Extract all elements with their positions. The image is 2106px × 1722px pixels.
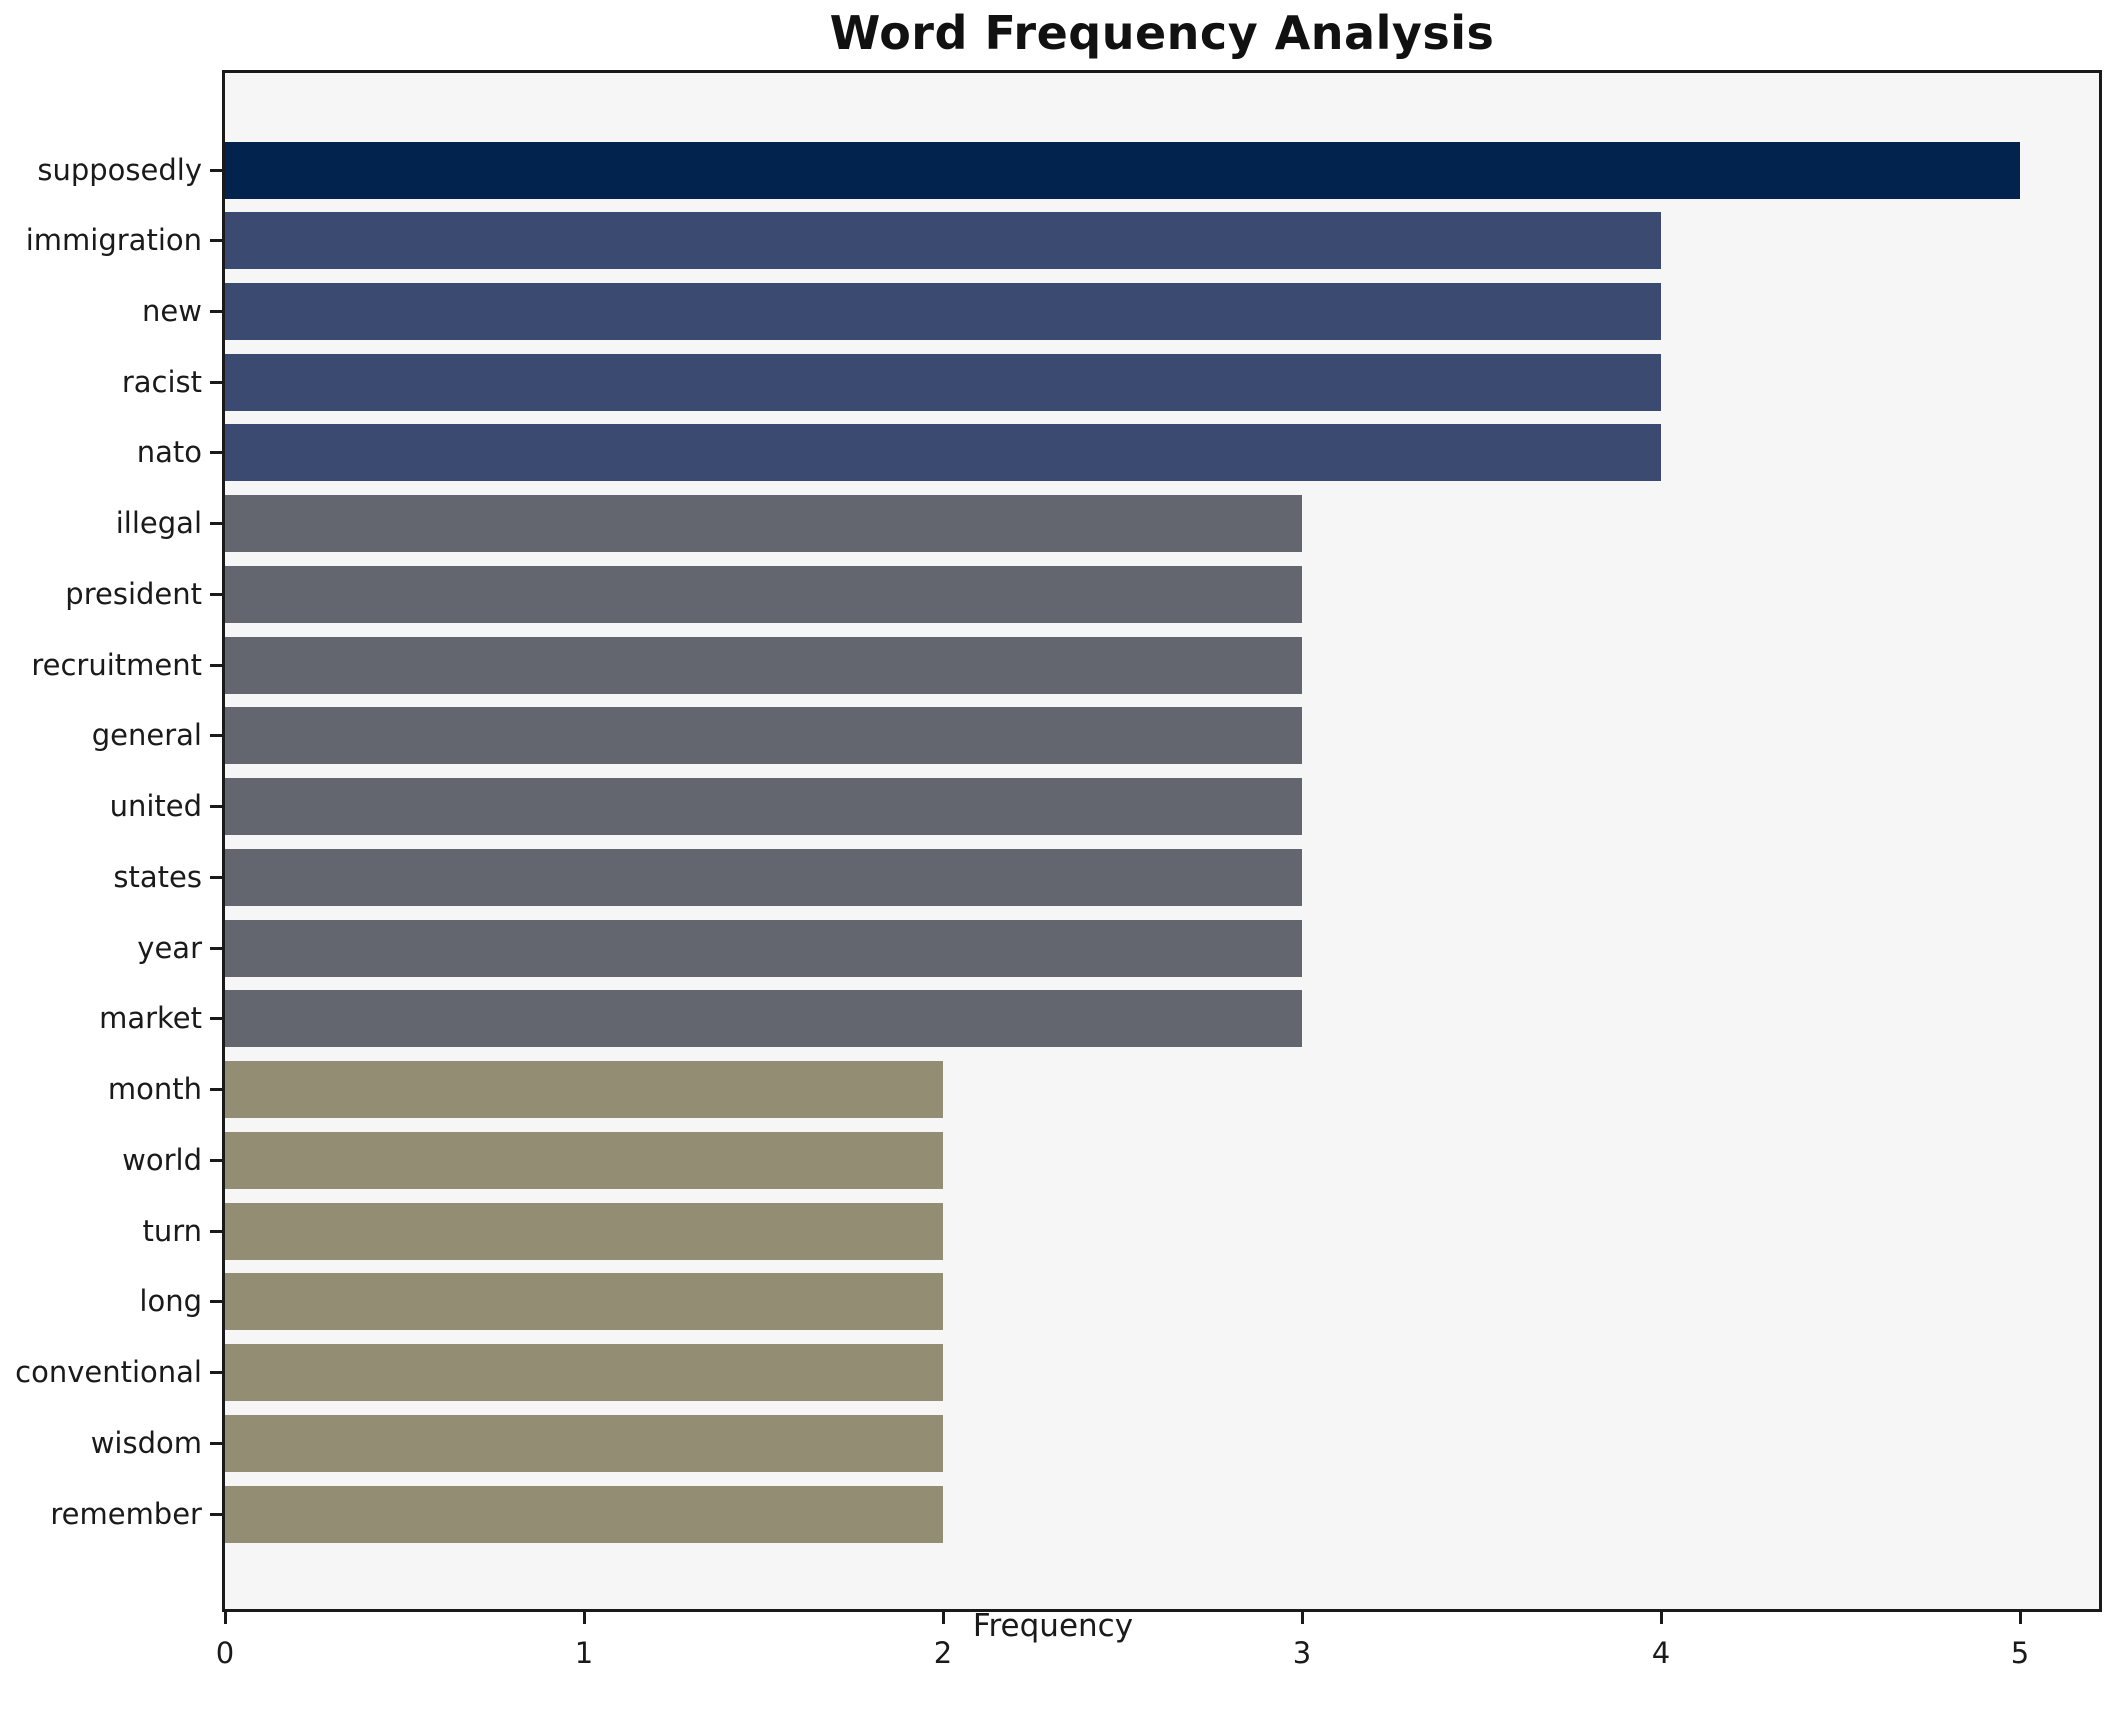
y-tick [210, 1371, 222, 1375]
bar-row: united [110, 778, 2099, 836]
bar-label: wisdom [90, 1425, 202, 1460]
bar-label: states [113, 859, 202, 894]
bar-label: illegal [115, 506, 202, 541]
bar-label: year [137, 930, 202, 965]
plot-area: supposedly immigration new racist nato illega… [15, 70, 2102, 1670]
y-tick [210, 946, 222, 950]
bar-label: world [122, 1142, 202, 1177]
x-tick-label: 0 [215, 1636, 235, 1670]
x-tick [941, 1612, 945, 1624]
bar-label: month [107, 1072, 202, 1107]
x-tick [2018, 1612, 2022, 1624]
x-tick [582, 1612, 586, 1624]
bar [225, 1344, 943, 1402]
bar-row: racist [122, 353, 2099, 411]
chart-title: Word Frequency Analysis [829, 6, 1495, 60]
bar-label: market [99, 1001, 202, 1036]
bar-row: world [122, 1131, 2099, 1189]
bar [225, 919, 1302, 977]
bar-label: conventional [15, 1355, 202, 1390]
y-tick [210, 239, 222, 243]
x-tick-label: 4 [1651, 1636, 1671, 1670]
y-tick [210, 1017, 222, 1021]
x-tick [1659, 1612, 1663, 1624]
bar-label: recruitment [31, 647, 202, 682]
bar-label: new [142, 293, 202, 328]
bar-row: remember [50, 1485, 2099, 1543]
x-tick-label: 1 [574, 1636, 594, 1670]
y-tick [210, 380, 222, 384]
bar-label: supposedly [37, 152, 202, 187]
y-tick [210, 1158, 222, 1162]
bar-label: general [91, 718, 202, 753]
y-tick [210, 451, 222, 455]
y-tick [210, 1088, 222, 1092]
bar-row: states [113, 848, 2099, 906]
y-tick [210, 805, 222, 809]
bar-label: racist [121, 364, 202, 399]
y-tick [210, 663, 222, 667]
y-tick [210, 1512, 222, 1516]
bar [225, 282, 1661, 340]
y-tick [210, 875, 222, 879]
bar [225, 495, 1302, 553]
x-tick-label: 2 [933, 1636, 953, 1670]
bar [225, 990, 1302, 1048]
bar [225, 1061, 943, 1119]
bar [225, 1273, 943, 1331]
y-tick [210, 168, 222, 172]
y-tick [210, 522, 222, 526]
bar [225, 565, 1302, 623]
bar-row: immigration [26, 212, 2099, 270]
bar-label: nato [136, 435, 202, 470]
bar-row: illegal [116, 495, 2099, 553]
bar-row: wisdom [91, 1414, 2099, 1472]
bar [225, 141, 2021, 199]
bar [225, 353, 1661, 411]
bar-label: long [139, 1284, 202, 1319]
x-tick [1300, 1612, 1304, 1624]
y-tick [210, 1229, 222, 1233]
bar-row: general [92, 707, 2099, 765]
bar-label: president [65, 576, 202, 611]
bar-row: new [142, 282, 2099, 340]
bar-row: nato [137, 424, 2099, 482]
x-axis-label: Frequency [972, 1608, 1134, 1644]
bar-row: conventional [15, 1344, 2099, 1402]
bar [225, 1202, 943, 1260]
x-tick-label: 3 [1292, 1636, 1312, 1670]
x-tick-label: 5 [2010, 1636, 2030, 1670]
bar-label: united [109, 789, 202, 824]
y-tick [210, 592, 222, 596]
bar-row: president [65, 565, 2099, 623]
bar [225, 707, 1302, 765]
bar-label: turn [142, 1213, 202, 1248]
bar [225, 212, 1661, 270]
bar-row: market [99, 990, 2099, 1048]
y-tick [210, 309, 222, 313]
bar [225, 848, 1302, 906]
bar [225, 778, 1302, 836]
bar-row: turn [142, 1202, 2099, 1260]
x-tick [223, 1612, 227, 1624]
bar [225, 1485, 943, 1543]
bar-row: supposedly [37, 141, 2099, 199]
bar-row: year [137, 919, 2099, 977]
bar-row: month [108, 1061, 2099, 1119]
bar-row: recruitment [31, 636, 2099, 694]
bar-row: long [139, 1273, 2099, 1331]
bar [225, 1131, 943, 1189]
bar [225, 636, 1302, 694]
y-tick [210, 734, 222, 738]
bar-label: immigration [25, 223, 202, 258]
y-tick [210, 1300, 222, 1304]
bar-label: remember [50, 1496, 202, 1531]
bar [225, 1414, 943, 1472]
bar [225, 424, 1661, 482]
y-tick [210, 1441, 222, 1445]
